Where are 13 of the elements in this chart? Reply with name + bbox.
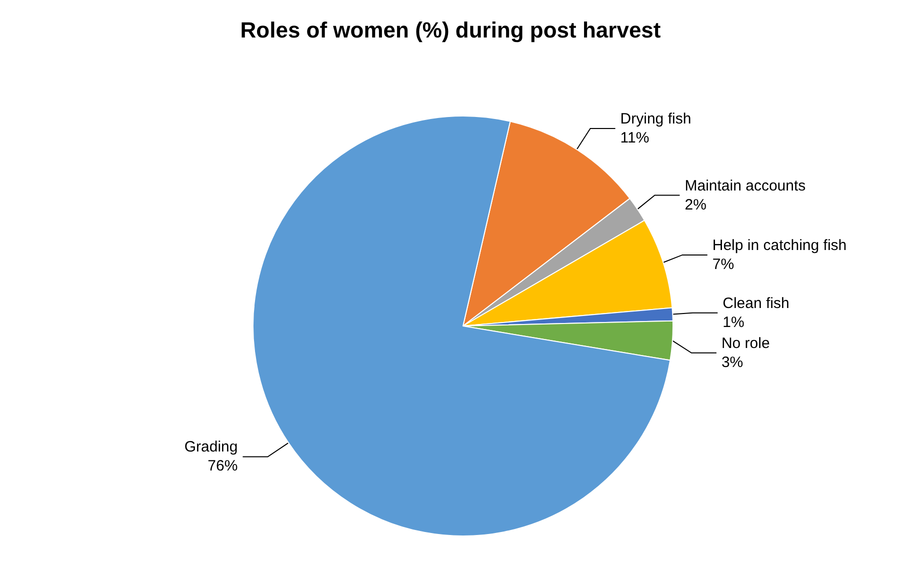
- data-label: 7%: [712, 256, 734, 273]
- data-label: 76%: [208, 458, 238, 475]
- slice-label: Drying fish: [620, 110, 692, 128]
- slice-label: Clean fish: [722, 294, 790, 312]
- data-label: 1%: [722, 314, 744, 331]
- slice-label: Grading: [184, 438, 238, 456]
- slice-label: Help in catching fish: [712, 236, 847, 254]
- slice-label: Maintain accounts: [684, 177, 806, 194]
- slice-label: No role: [721, 334, 770, 352]
- data-label: 11%: [620, 129, 650, 146]
- chart-title: Roles of women (%) during post harvest: [240, 18, 662, 42]
- data-label: 3%: [721, 354, 744, 371]
- data-label: 2%: [684, 196, 706, 214]
